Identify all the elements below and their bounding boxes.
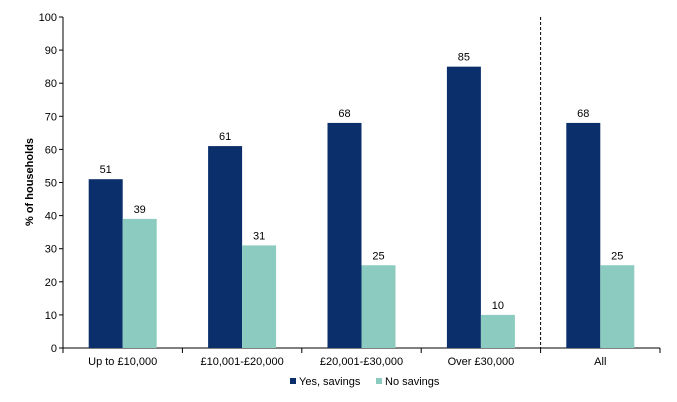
bar-yes-savings <box>446 66 481 349</box>
legend: Yes, savings No savings <box>290 376 440 388</box>
y-axis: 0 10 20 30 40 50 60 70 80 90 100 <box>39 12 64 355</box>
y-axis-label: % of households <box>24 138 36 226</box>
data-label: 31 <box>253 230 265 242</box>
y-tick-label: 40 <box>45 211 57 223</box>
legend-label: No savings <box>385 376 440 388</box>
data-label: 61 <box>219 131 231 143</box>
y-tick-label: 0 <box>51 343 57 355</box>
y-tick-label: 30 <box>45 244 57 256</box>
y-tick-label: 70 <box>45 111 57 123</box>
data-label: 68 <box>577 108 589 120</box>
x-tick-label: £10,001-£20,000 <box>201 356 284 368</box>
legend-swatch <box>376 378 382 384</box>
bar-no-savings <box>122 218 157 348</box>
data-labels: 51 61 68 85 68 39 31 25 10 25 <box>100 52 624 312</box>
data-label: 39 <box>134 204 146 216</box>
data-label: 25 <box>611 250 623 262</box>
x-tick-label: Up to £10,000 <box>88 356 157 368</box>
bar-yes-savings <box>327 122 362 348</box>
bar-yes-savings <box>88 179 123 348</box>
y-tick-label: 60 <box>45 144 57 156</box>
data-label: 10 <box>492 300 504 312</box>
legend-label: Yes, savings <box>299 376 361 388</box>
bar-no-savings <box>480 314 515 348</box>
bar-no-savings <box>242 245 277 348</box>
bar-yes-savings <box>208 146 243 348</box>
y-tick-label: 100 <box>39 12 57 24</box>
x-tick-label: Over £30,000 <box>448 356 515 368</box>
data-label: 85 <box>458 52 470 64</box>
bar-yes-savings <box>566 122 601 348</box>
bar-no-savings <box>600 265 635 348</box>
data-label: 68 <box>338 108 350 120</box>
x-tick-label: All <box>594 356 606 368</box>
x-tick-label: £20,001-£30,000 <box>320 356 403 368</box>
y-tick-label: 80 <box>45 78 57 90</box>
data-label: 51 <box>100 164 112 176</box>
y-tick-label: 90 <box>45 45 57 57</box>
data-label: 25 <box>372 250 384 262</box>
y-tick-label: 10 <box>45 310 57 322</box>
y-tick-label: 20 <box>45 277 57 289</box>
y-tick-label: 50 <box>45 178 57 190</box>
bars <box>88 66 635 349</box>
legend-swatch <box>290 378 296 384</box>
bar-no-savings <box>361 265 396 348</box>
